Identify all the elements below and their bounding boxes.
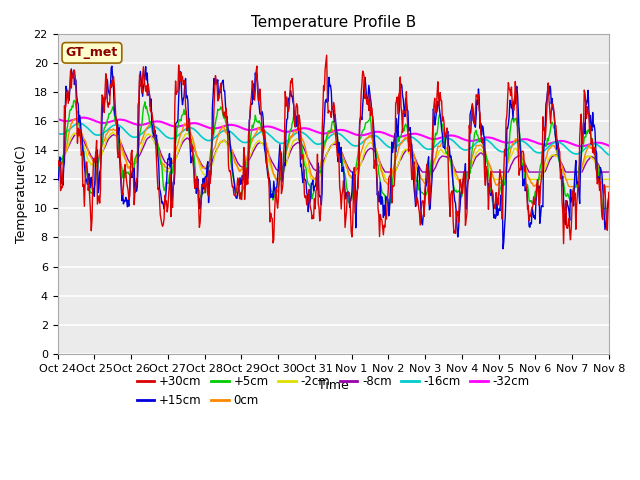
+15cm (108, 63, 116, 69)
+5cm (70, 97, 78, 103)
-16cm (54, 130, 61, 136)
+30cm (605, 190, 612, 195)
-16cm (401, 136, 409, 142)
-2cm (402, 146, 410, 152)
-2cm (63, 144, 71, 150)
+15cm (401, 114, 409, 120)
0cm (63, 140, 71, 145)
Line: -32cm: -32cm (58, 118, 609, 146)
+30cm (560, 241, 568, 247)
-32cm (80, 115, 88, 120)
-16cm (417, 142, 425, 147)
-16cm (63, 128, 71, 134)
+5cm (63, 124, 71, 130)
-32cm (121, 118, 129, 123)
+15cm (605, 194, 612, 200)
0cm (565, 184, 573, 190)
+5cm (177, 118, 185, 124)
+15cm (206, 173, 214, 179)
Text: GT_met: GT_met (66, 47, 118, 60)
Line: -8cm: -8cm (58, 133, 609, 172)
+5cm (206, 154, 214, 159)
+5cm (605, 199, 612, 205)
0cm (177, 130, 185, 136)
-8cm (605, 169, 612, 175)
+30cm (205, 168, 213, 173)
-16cm (177, 130, 185, 136)
Y-axis label: Temperature(C): Temperature(C) (15, 145, 28, 243)
0cm (417, 175, 425, 180)
+5cm (401, 122, 409, 128)
+30cm (120, 168, 128, 173)
-8cm (348, 169, 356, 175)
-32cm (54, 116, 61, 121)
+30cm (54, 164, 61, 169)
-2cm (54, 163, 61, 169)
0cm (54, 163, 61, 169)
-16cm (75, 120, 83, 126)
0cm (71, 116, 79, 122)
-8cm (63, 146, 71, 152)
Title: Temperature Profile B: Temperature Profile B (250, 15, 416, 30)
-32cm (63, 118, 71, 124)
+15cm (54, 177, 61, 182)
Line: +30cm: +30cm (58, 55, 609, 244)
-8cm (54, 157, 61, 163)
-2cm (109, 129, 116, 135)
+5cm (54, 171, 61, 177)
-8cm (121, 150, 129, 156)
Line: -2cm: -2cm (58, 132, 609, 180)
-2cm (418, 177, 426, 182)
+5cm (121, 175, 129, 180)
0cm (206, 156, 214, 162)
+15cm (417, 208, 425, 214)
+30cm (177, 78, 184, 84)
0cm (121, 156, 129, 161)
+15cm (177, 73, 185, 79)
-2cm (206, 167, 214, 172)
+15cm (63, 90, 71, 96)
-2cm (177, 141, 185, 147)
+15cm (499, 246, 507, 252)
Line: -16cm: -16cm (58, 123, 609, 155)
0cm (605, 184, 612, 190)
-2cm (121, 156, 129, 162)
-32cm (605, 143, 612, 149)
-32cm (577, 144, 585, 149)
Legend: +30cm, +15cm, +5cm, 0cm, -2cm, -8cm, -16cm, -32cm: +30cm, +15cm, +5cm, 0cm, -2cm, -8cm, -16… (132, 371, 534, 412)
-32cm (401, 133, 409, 139)
-32cm (417, 132, 425, 138)
-16cm (605, 152, 612, 158)
+30cm (401, 110, 409, 116)
-32cm (177, 123, 185, 129)
-16cm (206, 137, 214, 143)
-2cm (605, 177, 612, 182)
-8cm (206, 162, 214, 168)
0cm (401, 135, 409, 141)
-8cm (177, 143, 185, 149)
-8cm (402, 148, 410, 154)
-2cm (273, 177, 281, 182)
X-axis label: Time: Time (318, 379, 349, 392)
+5cm (417, 190, 425, 196)
+5cm (490, 205, 498, 211)
-8cm (418, 168, 426, 174)
Line: 0cm: 0cm (58, 119, 609, 187)
+30cm (63, 87, 71, 93)
+15cm (121, 199, 129, 204)
+30cm (417, 210, 425, 216)
-8cm (73, 131, 81, 136)
Line: +5cm: +5cm (58, 100, 609, 208)
Line: +15cm: +15cm (58, 66, 609, 249)
-32cm (206, 125, 214, 131)
-16cm (121, 128, 129, 133)
+30cm (323, 52, 330, 58)
